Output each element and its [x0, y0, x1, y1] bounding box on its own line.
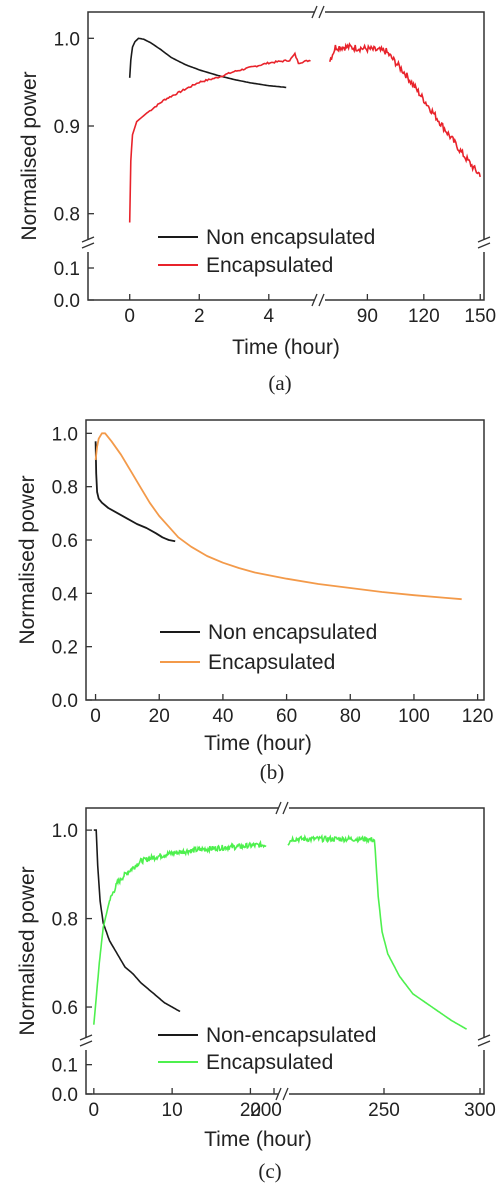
- legend-label-2: Encapsulated: [206, 254, 333, 277]
- x-break-gap: [315, 4, 325, 20]
- axis-break-mark: [79, 1034, 93, 1041]
- x-axis-title: Time (hour): [204, 1128, 312, 1151]
- axis-break-mark: [318, 293, 325, 307]
- axis-break-mark: [275, 1087, 282, 1101]
- axis-break-mark: [311, 293, 318, 307]
- y-tick-label: 0.0: [52, 691, 78, 712]
- axis-break-mark: [282, 801, 289, 815]
- y-tick-label: 0.8: [54, 205, 80, 226]
- plot-frame: [87, 11, 485, 301]
- y-tick-label: 0.6: [52, 998, 78, 1019]
- x-tick-label: 20: [149, 706, 170, 727]
- y-tick-label: 0.2: [52, 638, 78, 659]
- plot-frame: [85, 419, 485, 701]
- y-axis-title: Normalised power: [18, 71, 41, 240]
- legend-label-1: Non encapsulated: [206, 226, 375, 249]
- axis-break-mark: [318, 5, 325, 19]
- x-tick-label: 20: [240, 1100, 261, 1121]
- x-tick-label: 120: [462, 706, 494, 727]
- legend-label-2: Encapsulated: [206, 1051, 333, 1074]
- y-tick-label: 0.0: [54, 291, 80, 312]
- x-axis-title: Time (hour): [204, 732, 312, 755]
- x-tick-label: 250: [368, 1100, 400, 1121]
- y-tick-label: 0.6: [52, 531, 78, 552]
- axis-break-mark: [282, 1087, 289, 1101]
- y-axis-title: Normalised power: [16, 475, 39, 644]
- x-tick-label: 2: [194, 306, 205, 327]
- axis-break-mark: [477, 242, 491, 249]
- y-axis-title: Normalised power: [16, 866, 39, 1035]
- x-tick-label: 150: [464, 306, 496, 327]
- series-line-1: [94, 441, 176, 543]
- x-axis-title: Time (hour): [232, 336, 340, 359]
- series-line-2: [128, 51, 311, 223]
- x-tick-label: 0: [124, 306, 135, 327]
- y-tick-label: 1.0: [52, 821, 78, 842]
- caption: (c): [258, 1159, 281, 1183]
- x-break-gap: [279, 1086, 289, 1102]
- x-tick-label: 10: [162, 1100, 183, 1121]
- x-tick-label: 4: [264, 306, 275, 327]
- x-tick-label: 0: [90, 706, 101, 727]
- y-tick-label: 0.1: [52, 1056, 78, 1077]
- series-line-2: [93, 839, 267, 1025]
- axis-break-mark: [275, 801, 282, 815]
- x-tick-label: 120: [408, 306, 440, 327]
- series-line-1: [93, 829, 181, 1013]
- y-tick-label: 0.8: [52, 910, 78, 931]
- x-tick-label: 90: [357, 306, 378, 327]
- y-tick-label: 0.4: [52, 584, 79, 605]
- x-tick-label: 300: [464, 1100, 496, 1121]
- chart-a: 0 2 4 90 120 150 1.0 0.9 0.8 0.1 0.0 Non encapsulat…: [18, 4, 496, 395]
- x-tick-label: 100: [398, 706, 430, 727]
- legend-label-1: Non-encapsulated: [206, 1024, 376, 1047]
- y-tick-label: 0.1: [54, 259, 80, 280]
- y-tick-label: 1.0: [54, 29, 80, 50]
- series-line-2: [329, 42, 481, 178]
- y-tick-label: 1.0: [52, 424, 78, 445]
- axis-break-mark: [81, 236, 95, 243]
- x-tick-label: 40: [212, 706, 233, 727]
- x-tick-label: 0: [89, 1100, 100, 1121]
- axis-break-mark: [311, 5, 318, 19]
- legend-label-1: Non encapsulated: [208, 621, 377, 644]
- x-tick-label: 200: [250, 1100, 282, 1121]
- axis-break-mark: [79, 1040, 93, 1047]
- chart-b: 0 20 40 60 80 100 120 1.0 0.8 0.6 0.4 0.2 0.0 Non enc…: [16, 419, 494, 784]
- series-line-1: [128, 37, 287, 89]
- x-break-gap: [279, 800, 289, 816]
- axis-break-mark: [477, 236, 491, 243]
- axis-break-mark: [477, 1040, 491, 1047]
- x-tick-label: 80: [340, 706, 361, 727]
- legend-label-2: Encapsulated: [208, 651, 335, 674]
- axis-break-mark: [81, 242, 95, 249]
- x-tick-label: 60: [276, 706, 297, 727]
- y-tick-label: 0.9: [54, 117, 80, 138]
- caption: (b): [260, 760, 285, 784]
- series-line-2: [94, 432, 462, 601]
- caption: (a): [268, 371, 291, 395]
- y-tick-label: 0.8: [52, 478, 78, 499]
- x-break-gap: [315, 292, 325, 308]
- axis-break-mark: [477, 1034, 491, 1041]
- y-tick-label: 0.0: [52, 1085, 78, 1106]
- series-line-2: [287, 833, 468, 1030]
